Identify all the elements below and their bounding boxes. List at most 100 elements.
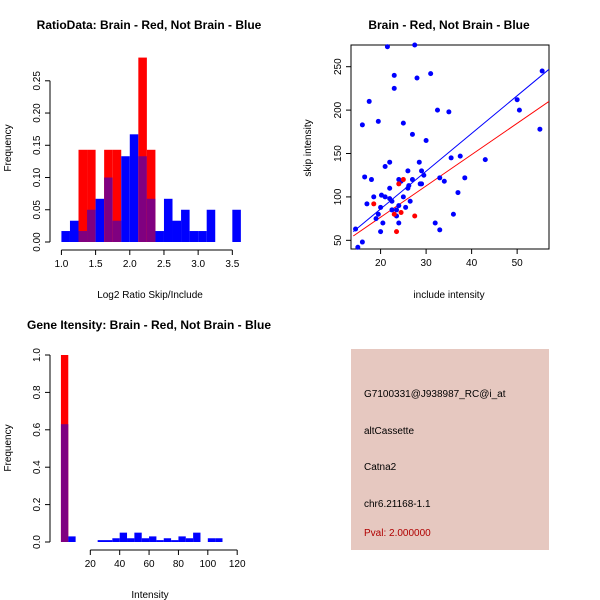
not-brain-bar (68, 536, 76, 542)
not-brain-point (539, 68, 545, 74)
genomic-location-text: chr6.21168-1.1 (364, 499, 431, 510)
overlap-bar (146, 198, 156, 242)
pval-text: Pval: 2.000000 (364, 528, 431, 539)
not-brain-point (514, 97, 520, 103)
not-brain-point (407, 198, 413, 204)
x-tick-label: 50 (512, 258, 524, 269)
brain-point (371, 201, 377, 207)
not-brain-bar (206, 209, 216, 242)
not-brain-point (423, 137, 429, 143)
not-brain-bar (181, 209, 190, 242)
not-brain-bar (149, 536, 157, 542)
not-brain-point (441, 178, 447, 184)
not-brain-bar (156, 540, 164, 542)
not-brain-point (355, 244, 361, 250)
intensity-histogram-panel: Gene Itensity: Brain - Red, Not Brain - … (3, 318, 271, 600)
not-brain-point (373, 216, 379, 222)
info-panel-background (351, 349, 549, 550)
not-brain-point (405, 168, 411, 174)
y-tick-label: 150 (333, 145, 344, 162)
not-brain-bar (163, 198, 173, 242)
not-brain-point (419, 168, 425, 174)
not-brain-point (400, 194, 406, 200)
not-brain-point (375, 118, 381, 124)
event-type-text: altCassette (364, 426, 414, 437)
overlap-bar (60, 424, 69, 542)
y-tick-label: 0.00 (32, 232, 43, 252)
overlap-bar (78, 231, 88, 242)
not-brain-point (382, 164, 388, 170)
x-tick-label: 1.0 (54, 259, 68, 270)
y-tick-label: 0.4 (32, 460, 43, 474)
not-brain-bar (185, 538, 194, 542)
scatter-panel: Brain - Red, Not Brain - Blue 20 30 40 50 50… (303, 18, 550, 301)
brain-bar (87, 149, 96, 242)
not-brain-point (414, 75, 420, 81)
not-brain-bar (198, 231, 207, 242)
ratio-histogram-panel: RatioData: Brain - Red, Not Brain - Blue… (3, 18, 262, 301)
scatter-ylabel: skip intensity (303, 119, 314, 176)
not-brain-bar (178, 536, 186, 542)
y-tick-label: 0.6 (32, 422, 43, 436)
not-brain-point (353, 226, 359, 232)
x-tick-label: 40 (114, 559, 126, 570)
not-brain-point (375, 211, 381, 217)
not-brain-point (516, 107, 522, 113)
ratio-histogram-ylabel: Frequency (3, 124, 14, 171)
not-brain-point (394, 207, 400, 213)
not-brain-point (412, 42, 418, 48)
not-brain-point (450, 211, 456, 217)
not-brain-point (482, 157, 488, 163)
not-brain-bar (69, 220, 79, 242)
not-brain-bar (119, 532, 128, 542)
scatter-title: Brain - Red, Not Brain - Blue (368, 18, 530, 32)
x-tick-label: 20 (85, 559, 97, 570)
ratio-histogram-title: RatioData: Brain - Red, Not Brain - Blue (37, 18, 262, 32)
x-tick-label: 80 (173, 559, 185, 570)
y-tick-label: 0.8 (32, 385, 43, 399)
not-brain-point (446, 109, 452, 115)
not-brain-bar (112, 538, 120, 542)
not-brain-bar (121, 156, 130, 242)
x-tick-label: 3.5 (225, 259, 239, 270)
intensity-histogram-bars (60, 355, 223, 542)
not-brain-point (432, 220, 438, 226)
not-brain-point (396, 177, 402, 183)
x-tick-label: 2.0 (123, 259, 137, 270)
not-brain-bar (95, 198, 105, 242)
not-brain-point (409, 177, 415, 183)
not-brain-point (396, 220, 402, 226)
not-brain-bar (171, 540, 179, 542)
x-tick-label: 1.5 (89, 259, 103, 270)
not-brain-bar (127, 538, 135, 542)
brain-point (398, 210, 404, 216)
brain-bar (146, 149, 156, 242)
not-brain-bar (215, 538, 223, 542)
not-brain-point (362, 174, 368, 180)
not-brain-bar (207, 538, 216, 542)
not-brain-point (387, 159, 393, 165)
intensity-histogram-xlabel: Intensity (131, 590, 168, 600)
overlap-bar (104, 177, 113, 242)
not-brain-bar (232, 209, 241, 242)
not-brain-point (537, 126, 543, 132)
not-brain-point (384, 44, 390, 50)
not-brain-bar (129, 134, 139, 242)
not-brain-point (378, 204, 384, 210)
y-tick-label: 0.25 (32, 71, 43, 91)
x-tick-label: 2.5 (157, 259, 171, 270)
brain-bar (112, 149, 122, 242)
not-brain-point (359, 239, 365, 245)
x-tick-label: 100 (199, 559, 216, 570)
y-tick-label: 50 (333, 234, 344, 246)
not-brain-bar (155, 231, 164, 242)
overlap-bar (112, 220, 122, 242)
not-brain-point (378, 229, 384, 235)
not-brain-point (400, 120, 406, 126)
not-brain-point (382, 194, 388, 200)
y-tick-label: 1.0 (32, 348, 43, 362)
not-brain-bar (189, 231, 199, 242)
not-brain-bar (97, 540, 105, 542)
not-brain-bar (61, 231, 70, 242)
not-brain-bar (141, 538, 150, 542)
